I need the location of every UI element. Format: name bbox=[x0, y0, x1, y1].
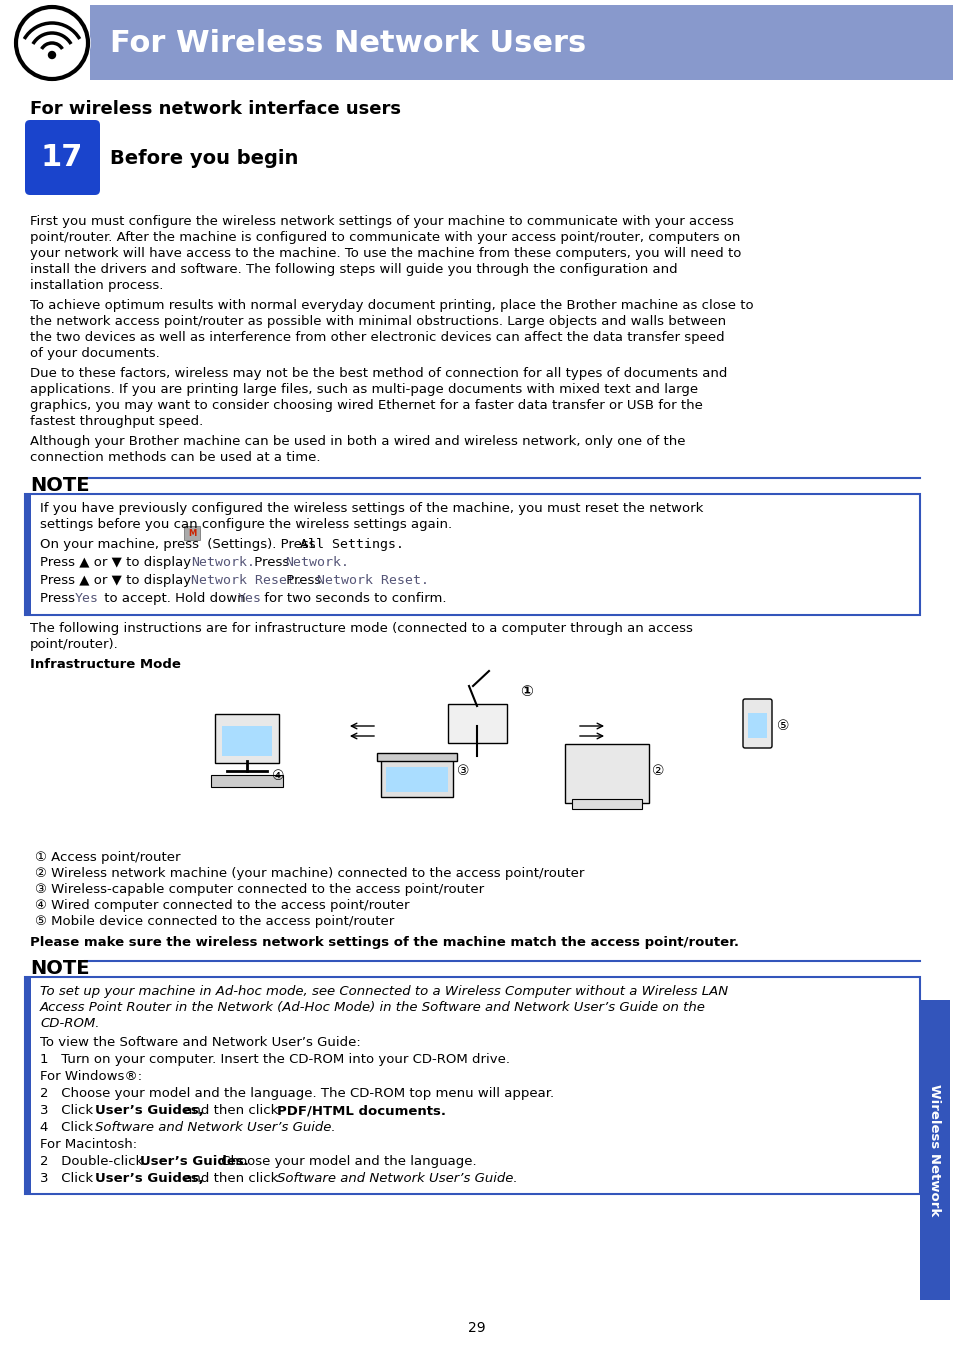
Text: 17: 17 bbox=[41, 143, 83, 173]
FancyBboxPatch shape bbox=[90, 5, 953, 80]
Text: the network access point/router as possible with minimal obstructions. Large obj: the network access point/router as possi… bbox=[30, 315, 725, 328]
Circle shape bbox=[49, 51, 55, 58]
FancyBboxPatch shape bbox=[25, 494, 919, 616]
Text: Before you begin: Before you begin bbox=[110, 148, 298, 167]
Text: 4   Click: 4 Click bbox=[40, 1120, 97, 1134]
Text: The following instructions are for infrastructure mode (connected to a computer : The following instructions are for infra… bbox=[30, 622, 692, 634]
Text: ⑤ Mobile device connected to the access point/router: ⑤ Mobile device connected to the access … bbox=[35, 915, 394, 927]
Text: To achieve optimum results with normal everyday document printing, place the Bro: To achieve optimum results with normal e… bbox=[30, 298, 753, 312]
FancyBboxPatch shape bbox=[25, 120, 100, 194]
Text: installation process.: installation process. bbox=[30, 279, 163, 292]
Text: Although your Brother machine can be used in both a wired and wireless network, : Although your Brother machine can be use… bbox=[30, 435, 685, 448]
Text: ①: ① bbox=[520, 683, 533, 698]
Text: of your documents.: of your documents. bbox=[30, 347, 159, 360]
Text: Network Reset.: Network Reset. bbox=[316, 574, 429, 587]
Text: If you have previously configured the wireless settings of the machine, you must: If you have previously configured the wi… bbox=[40, 502, 702, 514]
Text: Network Reset.: Network Reset. bbox=[191, 574, 303, 587]
Text: NOTE: NOTE bbox=[30, 958, 90, 977]
FancyBboxPatch shape bbox=[211, 775, 283, 787]
Text: point/router).: point/router). bbox=[30, 639, 118, 651]
FancyBboxPatch shape bbox=[376, 753, 456, 761]
Text: Infrastructure Mode: Infrastructure Mode bbox=[30, 657, 181, 671]
FancyBboxPatch shape bbox=[222, 726, 272, 756]
Text: For Wireless Network Users: For Wireless Network Users bbox=[110, 28, 586, 58]
Text: ② Wireless network machine (your machine) connected to the access point/router: ② Wireless network machine (your machine… bbox=[35, 867, 584, 880]
Text: For Macintosh:: For Macintosh: bbox=[40, 1138, 137, 1152]
Text: 2   Choose your model and the language. The CD-ROM top menu will appear.: 2 Choose your model and the language. Th… bbox=[40, 1087, 554, 1100]
Text: Press: Press bbox=[282, 574, 325, 587]
Text: All Settings.: All Settings. bbox=[299, 539, 403, 551]
Text: the two devices as well as interference from other electronic devices can affect: the two devices as well as interference … bbox=[30, 331, 724, 344]
Text: Network.: Network. bbox=[191, 556, 254, 568]
Text: 2   Double-click: 2 Double-click bbox=[40, 1156, 148, 1168]
FancyBboxPatch shape bbox=[919, 1000, 949, 1300]
Text: ④: ④ bbox=[272, 769, 284, 783]
Text: fastest throughput speed.: fastest throughput speed. bbox=[30, 414, 203, 428]
Text: First you must configure the wireless network settings of your machine to commun: First you must configure the wireless ne… bbox=[30, 215, 733, 228]
Text: 3   Click: 3 Click bbox=[40, 1172, 97, 1185]
Text: and then click: and then click bbox=[180, 1104, 282, 1116]
Text: 1   Turn on your computer. Insert the CD-ROM into your CD-ROM drive.: 1 Turn on your computer. Insert the CD-R… bbox=[40, 1053, 510, 1066]
Text: ① Access point/router: ① Access point/router bbox=[35, 850, 180, 864]
Text: User’s Guides,: User’s Guides, bbox=[95, 1104, 204, 1116]
Text: Press: Press bbox=[250, 556, 294, 568]
FancyBboxPatch shape bbox=[742, 699, 771, 748]
FancyBboxPatch shape bbox=[25, 977, 30, 1193]
Text: Press: Press bbox=[40, 593, 79, 605]
FancyBboxPatch shape bbox=[448, 703, 506, 742]
Text: Software and Network User’s Guide.: Software and Network User’s Guide. bbox=[276, 1172, 517, 1185]
FancyBboxPatch shape bbox=[214, 714, 278, 763]
Text: For wireless network interface users: For wireless network interface users bbox=[30, 100, 400, 117]
Text: Wireless Network: Wireless Network bbox=[927, 1084, 941, 1216]
Text: Please make sure the wireless network settings of the machine match the access p: Please make sure the wireless network se… bbox=[30, 936, 739, 949]
Text: CD-ROM.: CD-ROM. bbox=[40, 1017, 99, 1030]
Text: applications. If you are printing large files, such as multi-page documents with: applications. If you are printing large … bbox=[30, 383, 698, 396]
FancyBboxPatch shape bbox=[380, 760, 453, 796]
Text: install the drivers and software. The following steps will guide you through the: install the drivers and software. The fo… bbox=[30, 263, 677, 275]
Text: ③: ③ bbox=[456, 764, 469, 778]
Text: User’s Guides,: User’s Guides, bbox=[95, 1172, 204, 1185]
Circle shape bbox=[14, 5, 90, 81]
Text: For Windows®:: For Windows®: bbox=[40, 1071, 142, 1083]
Text: for two seconds to confirm.: for two seconds to confirm. bbox=[260, 593, 446, 605]
Text: ⑤: ⑤ bbox=[776, 720, 789, 733]
FancyBboxPatch shape bbox=[25, 977, 919, 1193]
Text: NOTE: NOTE bbox=[30, 477, 90, 495]
Text: and then click: and then click bbox=[180, 1172, 282, 1185]
Text: To view the Software and Network User’s Guide:: To view the Software and Network User’s … bbox=[40, 1035, 360, 1049]
Text: PDF/HTML documents.: PDF/HTML documents. bbox=[276, 1104, 446, 1116]
FancyBboxPatch shape bbox=[572, 799, 641, 809]
Text: to accept. Hold down: to accept. Hold down bbox=[100, 593, 250, 605]
Text: Due to these factors, wireless may not be the best method of connection for all : Due to these factors, wireless may not b… bbox=[30, 367, 726, 379]
Text: Network.: Network. bbox=[285, 556, 349, 568]
Text: your network will have access to the machine. To use the machine from these comp: your network will have access to the mac… bbox=[30, 247, 740, 261]
Text: To set up your machine in Ad-hoc mode, see Connected to a Wireless Computer with: To set up your machine in Ad-hoc mode, s… bbox=[40, 986, 727, 998]
FancyBboxPatch shape bbox=[184, 526, 200, 540]
Text: graphics, you may want to consider choosing wired Ethernet for a faster data tra: graphics, you may want to consider choos… bbox=[30, 400, 702, 412]
Text: 3   Click: 3 Click bbox=[40, 1104, 97, 1116]
FancyBboxPatch shape bbox=[747, 713, 766, 738]
FancyBboxPatch shape bbox=[386, 767, 448, 792]
Text: ③ Wireless-capable computer connected to the access point/router: ③ Wireless-capable computer connected to… bbox=[35, 883, 483, 896]
Text: Software and Network User’s Guide.: Software and Network User’s Guide. bbox=[95, 1120, 335, 1134]
Text: Press ▲ or ▼ to display: Press ▲ or ▼ to display bbox=[40, 556, 195, 568]
Text: ④ Wired computer connected to the access point/router: ④ Wired computer connected to the access… bbox=[35, 899, 409, 913]
Text: Yes: Yes bbox=[237, 593, 262, 605]
Text: settings before you can configure the wireless settings again.: settings before you can configure the wi… bbox=[40, 518, 452, 531]
FancyBboxPatch shape bbox=[25, 494, 30, 616]
FancyBboxPatch shape bbox=[564, 744, 648, 803]
Text: ②: ② bbox=[651, 764, 664, 778]
Text: Press ▲ or ▼ to display: Press ▲ or ▼ to display bbox=[40, 574, 195, 587]
Text: connection methods can be used at a time.: connection methods can be used at a time… bbox=[30, 451, 320, 464]
Text: User’s Guides.: User’s Guides. bbox=[140, 1156, 249, 1168]
Text: M: M bbox=[188, 528, 196, 537]
Text: On your machine, press: On your machine, press bbox=[40, 539, 199, 551]
Text: point/router. After the machine is configured to communicate with your access po: point/router. After the machine is confi… bbox=[30, 231, 740, 244]
Text: Yes: Yes bbox=[75, 593, 99, 605]
Text: 29: 29 bbox=[468, 1322, 485, 1335]
Text: Access Point Router in the Network (Ad-Hoc Mode) in the Software and Network Use: Access Point Router in the Network (Ad-H… bbox=[40, 1000, 705, 1014]
Text: (Settings). Press: (Settings). Press bbox=[203, 539, 319, 551]
Text: Choose your model and the language.: Choose your model and the language. bbox=[216, 1156, 477, 1168]
